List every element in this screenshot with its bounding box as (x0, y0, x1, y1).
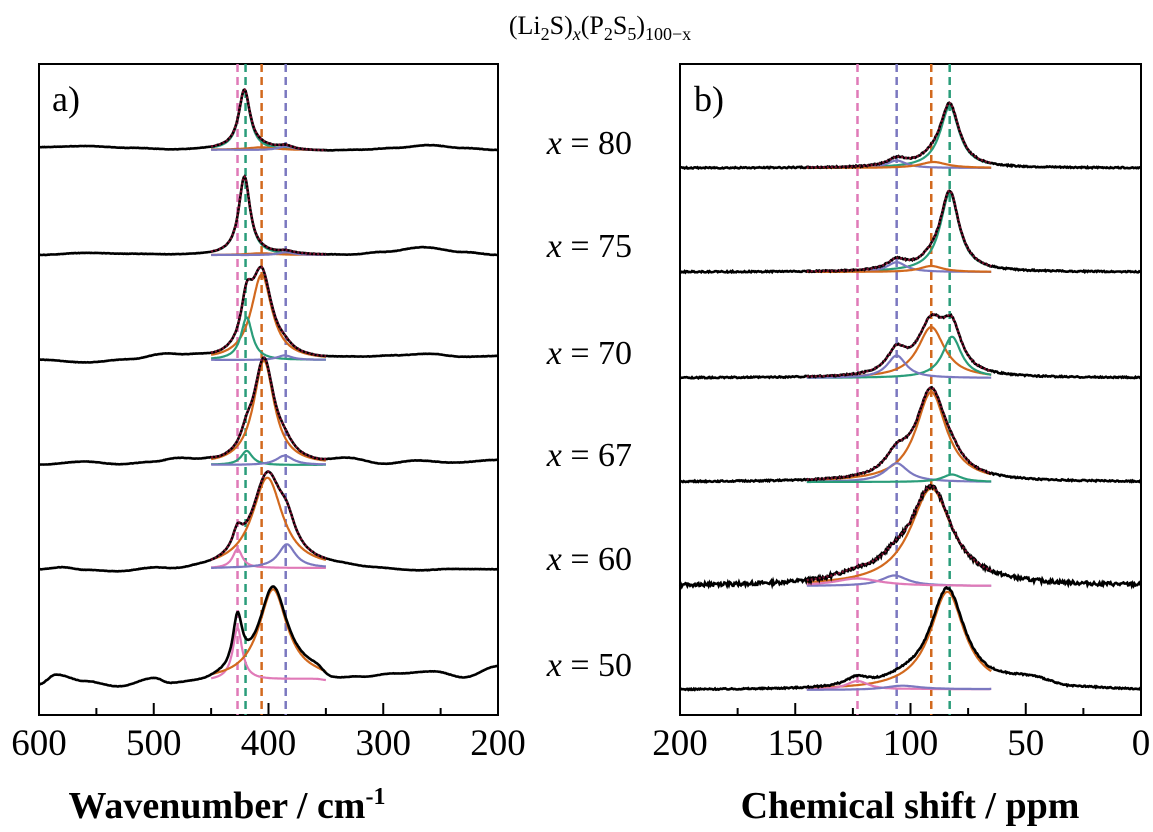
panel-a-tick-label: 500 (126, 723, 182, 764)
spectrum-75-fit (806, 189, 992, 273)
panel-a-tick-label: 300 (356, 723, 412, 764)
spectrum-75-component-green (806, 192, 992, 273)
spectrum-75-data (38, 174, 498, 257)
spectrum-75-fit (210, 175, 326, 256)
panel-b-plot: 200 150 100 50 0 (652, 64, 1150, 764)
spectrum-80-fit (210, 88, 327, 152)
panel-a-tick-label: 600 (11, 723, 67, 764)
panel-b-tick-label: 0 (1132, 723, 1151, 764)
panel-b-xlabel: Chemical shift / ppm (741, 785, 1080, 827)
spectrum-60-data (678, 483, 1142, 590)
spectrum-67-data (679, 385, 1142, 484)
panel-b-tick-label: 100 (883, 723, 939, 764)
spectrum-70-data (39, 265, 499, 364)
spectrum-75-data (679, 189, 1142, 275)
spectrum-67-component-green (806, 473, 992, 484)
panel-b-tick-label: 50 (1007, 723, 1044, 764)
spectrum-60-component-pink (806, 577, 992, 587)
panel-b-label: b) (694, 79, 724, 119)
spectrum-70-component-orange (806, 325, 992, 379)
spectrum-67-component-purple (211, 454, 326, 466)
spectrum-60-component-orange (210, 476, 327, 561)
spectrum-50-data (38, 585, 499, 688)
spectrum-67-component-orange (806, 390, 992, 482)
panel-a-plot: 600 500 400 300 200 (11, 64, 526, 764)
spectrum-50-component-pink (210, 626, 327, 682)
spectrum-67-component-green (211, 449, 326, 466)
panel-b-frame (679, 63, 1142, 716)
composition-label-60: x = 60 (546, 541, 632, 578)
spectrum-50-component-purple (806, 684, 992, 691)
spectrum-70-fit (806, 313, 992, 378)
panel-a-xlabel: Wavenumber / cm-1 (69, 784, 386, 827)
composition-label-80: x = 80 (546, 125, 632, 162)
composition-label-70: x = 70 (546, 335, 632, 372)
spectrum-50-component-orange (210, 588, 327, 676)
spectrum-80-data (38, 88, 498, 152)
composition-label-75: x = 75 (546, 228, 632, 265)
panel-a-frame (38, 63, 499, 716)
spectrum-60-component-purple (211, 543, 326, 569)
spectrum-70-component-purple (211, 354, 326, 361)
spectrum-67-fit (806, 386, 992, 481)
spectrum-67-fit (211, 356, 326, 461)
spectrum-70-fit (210, 265, 326, 358)
composition-label-67: x = 67 (546, 437, 632, 474)
spectrum-70-component-purple (806, 354, 992, 379)
spectrum-50-data (678, 585, 1143, 692)
panel-b-tick-label: 150 (768, 723, 824, 764)
panel-a-tick-label: 200 (470, 723, 526, 764)
spectrum-60-fit (806, 484, 992, 582)
panel-a-tick-label: 400 (241, 723, 297, 764)
spectrum-80-component-green (806, 105, 992, 169)
figure-title: (Li2S)x(P2S5)100−x (509, 11, 691, 44)
spectrum-80-fit (806, 102, 992, 169)
spectrum-60-data (38, 470, 499, 573)
composition-label-50: x = 50 (546, 647, 632, 684)
spectrum-50-component-orange (806, 590, 992, 689)
spectrum-60-fit (210, 470, 327, 561)
composition-labels: x = 80 x = 75 x = 70 x = 67 x = 60 x = 5… (546, 125, 632, 684)
panel-a-label: a) (52, 79, 80, 119)
spectrum-60-component-pink (210, 547, 326, 569)
panel-b-tick-label: 200 (652, 723, 708, 764)
